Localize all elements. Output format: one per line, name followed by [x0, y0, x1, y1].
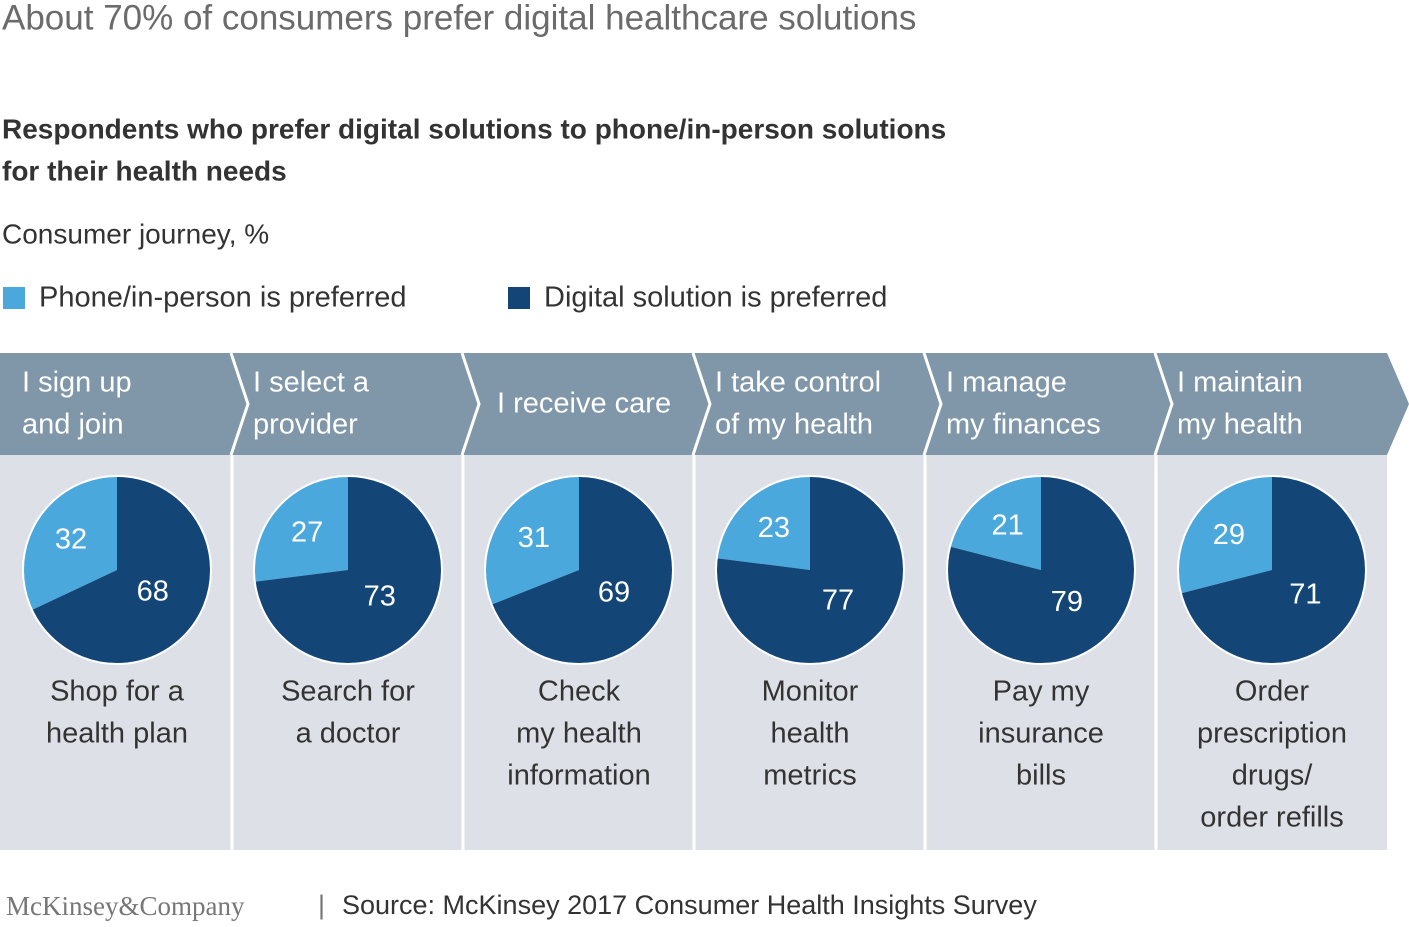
source: Source: McKinsey 2017 Consumer Health In… — [342, 890, 1037, 920]
data-label: 68 — [137, 575, 169, 607]
legend-label: Phone/in-person is preferred — [39, 282, 407, 314]
legend-swatch — [3, 287, 25, 309]
pie-outline — [946, 475, 1136, 665]
pie-outline — [1177, 475, 1367, 665]
activity-label: information — [507, 760, 650, 792]
pie-slice — [253, 476, 348, 582]
stage-label: my health — [1177, 409, 1303, 441]
activity-label: Order — [1235, 676, 1309, 708]
pie-slice — [716, 476, 810, 570]
data-label: 77 — [822, 584, 854, 616]
pie-slice — [491, 476, 673, 664]
pie-slice — [1177, 475, 1272, 594]
stage-label: I sign up — [22, 367, 132, 399]
pie-slice — [947, 476, 1135, 664]
activity-label: Search for — [281, 676, 415, 708]
pie-outline — [484, 475, 674, 665]
stage-label: I select a — [253, 367, 370, 399]
activity-label: bills — [1016, 760, 1066, 792]
pie-slice — [716, 476, 904, 664]
stage-label: of my health — [715, 409, 873, 441]
data-label: 23 — [758, 512, 790, 544]
activity-label: metrics — [763, 760, 856, 792]
activity-label: Pay my — [993, 676, 1090, 708]
stage-label: I manage — [946, 367, 1067, 399]
pie-slice — [22, 476, 117, 611]
activity-label: order refills — [1200, 802, 1343, 834]
activity-label: health — [770, 718, 849, 750]
stage-divider — [691, 352, 712, 456]
pie-outline — [715, 475, 905, 665]
pie-slice — [1180, 476, 1366, 664]
stage-label: I maintain — [1177, 367, 1303, 399]
activity-label: a doctor — [296, 718, 401, 750]
data-label: 21 — [991, 510, 1023, 542]
subtitle: Respondents who prefer digital solutions… — [2, 113, 946, 144]
legend-label: Digital solution is preferred — [544, 282, 887, 314]
stage-divider — [1153, 352, 1174, 456]
stage-band-tip — [1387, 353, 1409, 455]
pie-slice — [254, 476, 442, 664]
caption: Consumer journey, % — [2, 218, 269, 249]
stage-divider — [229, 352, 250, 456]
activity-label: Shop for a — [50, 676, 185, 708]
data-label: 29 — [1213, 519, 1245, 551]
pie-outline — [22, 475, 212, 665]
subtitle: for their health needs — [2, 155, 287, 186]
data-label: 79 — [1051, 586, 1083, 618]
data-label: 69 — [598, 576, 630, 608]
pie-outline — [253, 475, 443, 665]
data-label: 27 — [291, 517, 323, 549]
stage-label: I take control — [715, 367, 881, 399]
pie-slice — [31, 476, 211, 664]
activity-label: drugs/ — [1232, 760, 1314, 792]
stage-label: and join — [22, 409, 124, 441]
data-label: 73 — [364, 581, 396, 613]
activity-label: Monitor — [762, 676, 859, 708]
stage-divider — [922, 352, 943, 456]
separator: | — [318, 890, 325, 920]
stage-divider — [460, 352, 481, 456]
data-label: 32 — [55, 523, 87, 555]
brand: McKinsey&Company — [6, 891, 245, 921]
activity-label: prescription — [1197, 718, 1347, 750]
activity-label: insurance — [978, 718, 1104, 750]
stage-band — [0, 353, 1387, 455]
data-label: 31 — [518, 522, 550, 554]
title: About 70% of consumers prefer digital he… — [2, 0, 916, 37]
stage-label: my finances — [946, 409, 1101, 441]
stage-label: provider — [253, 409, 358, 441]
activity-label: Check — [538, 676, 621, 708]
legend-swatch — [508, 287, 530, 309]
activity-label: health plan — [46, 718, 188, 750]
stage-label: I receive care — [497, 388, 671, 420]
activity-label: my health — [516, 718, 642, 750]
data-label: 71 — [1289, 579, 1321, 611]
pie-slice — [949, 476, 1041, 570]
